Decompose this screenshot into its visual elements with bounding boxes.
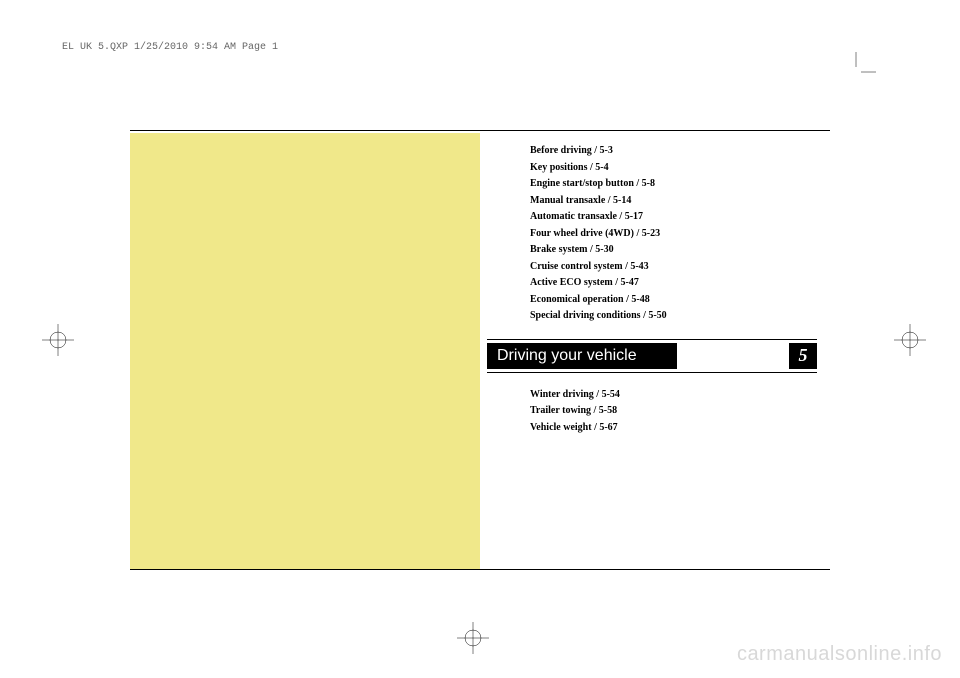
registration-mark-left xyxy=(38,320,78,360)
toc-item: Special driving conditions / 5-50 xyxy=(530,308,830,325)
toc-item: Winter driving / 5-54 xyxy=(530,387,830,404)
page-frame: Before driving / 5-3 Key positions / 5-4… xyxy=(130,130,830,570)
content-column: Before driving / 5-3 Key positions / 5-4… xyxy=(530,131,830,569)
registration-mark-bottom xyxy=(453,618,493,658)
toc-item: Key positions / 5-4 xyxy=(530,160,830,177)
registration-mark-right xyxy=(890,320,930,360)
toc-lower: Winter driving / 5-54 Trailer towing / 5… xyxy=(530,375,830,437)
print-header: EL UK 5.QXP 1/25/2010 9:54 AM Page 1 xyxy=(62,42,278,53)
toc-item: Trailer towing / 5-58 xyxy=(530,403,830,420)
toc-item: Economical operation / 5-48 xyxy=(530,292,830,309)
yellow-panel xyxy=(130,133,480,569)
crop-mark-top-right xyxy=(836,52,876,92)
toc-item: Before driving / 5-3 xyxy=(530,143,830,160)
toc-item: Automatic transaxle / 5-17 xyxy=(530,209,830,226)
toc-item: Vehicle weight / 5-67 xyxy=(530,420,830,437)
toc-item: Manual transaxle / 5-14 xyxy=(530,193,830,210)
toc-upper: Before driving / 5-3 Key positions / 5-4… xyxy=(530,131,830,333)
section-title: Driving your vehicle xyxy=(487,343,677,369)
toc-item: Active ECO system / 5-47 xyxy=(530,275,830,292)
section-number: 5 xyxy=(789,343,817,369)
section-title-bar: Driving your vehicle 5 xyxy=(487,339,817,373)
toc-item: Engine start/stop button / 5-8 xyxy=(530,176,830,193)
watermark: carmanualsonline.info xyxy=(737,643,942,666)
toc-item: Four wheel drive (4WD) / 5-23 xyxy=(530,226,830,243)
toc-item: Brake system / 5-30 xyxy=(530,242,830,259)
toc-item: Cruise control system / 5-43 xyxy=(530,259,830,276)
